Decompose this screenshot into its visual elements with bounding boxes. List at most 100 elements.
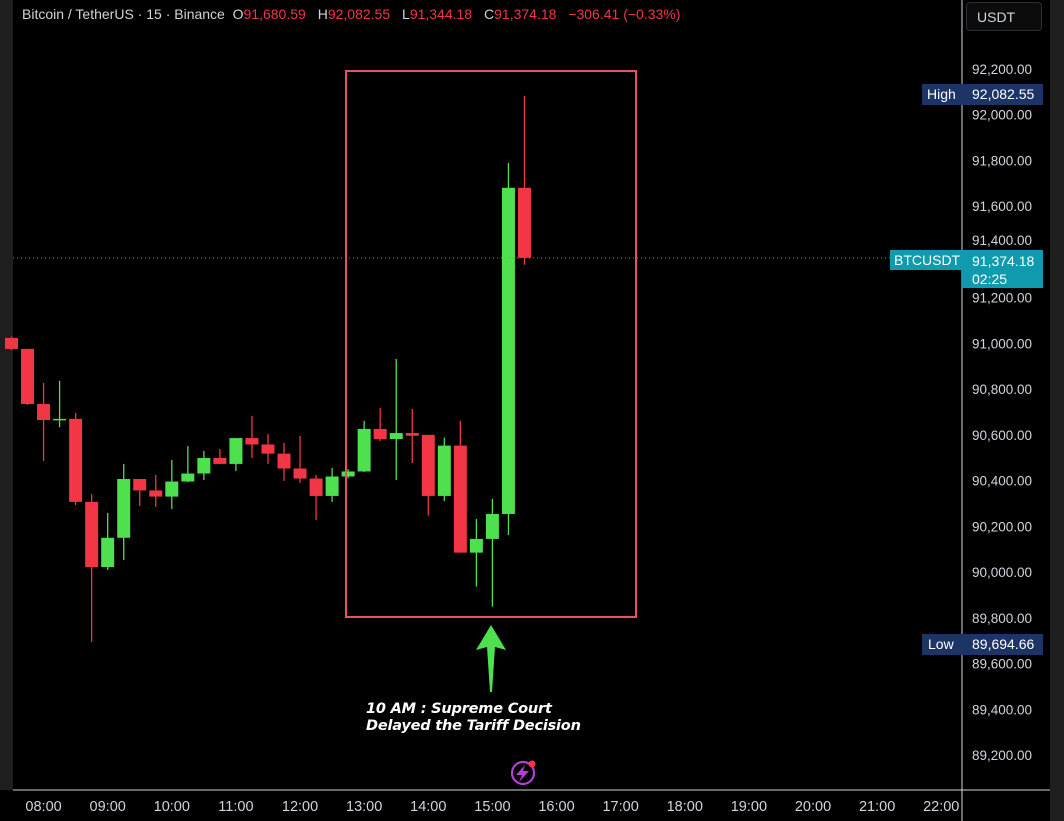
high-value: 92,082.55 <box>327 6 391 22</box>
candle-body <box>501 187 515 514</box>
high-label: High <box>927 86 956 102</box>
price-tick-label: 89,800.00 <box>972 611 1032 626</box>
price-tick-label: 89,400.00 <box>972 702 1032 717</box>
price-tick-label: 91,800.00 <box>972 153 1032 168</box>
symbol-label: BTCUSDT <box>894 252 961 268</box>
time-tick-label: 14:00 <box>410 799 446 815</box>
candle-15:30[interactable] <box>517 95 531 265</box>
candle-11:30[interactable] <box>261 433 275 464</box>
time-tick-label: 18:00 <box>667 799 703 815</box>
candle-body <box>261 444 275 454</box>
candle-body <box>85 501 99 568</box>
last-price-value: 91,374.18 <box>972 253 1034 269</box>
time-tick-label: 12:00 <box>282 799 318 815</box>
annotation-line-1: 10 AM : Supreme Court <box>366 701 552 717</box>
currency-button[interactable]: USDT <box>966 2 1042 31</box>
candle-13:15[interactable] <box>373 407 387 442</box>
candle-08:15[interactable] <box>53 380 67 428</box>
symbol-title[interactable]: Bitcoin / TetherUS · 15 · Binance <box>22 6 225 22</box>
candle-body <box>405 433 419 436</box>
time-tick-label: 16:00 <box>538 799 574 815</box>
candle-body <box>389 433 403 439</box>
change-value: −306.41 (−0.33%) <box>568 6 681 22</box>
arrow-up-icon <box>476 625 506 692</box>
candle-body <box>357 428 371 472</box>
time-tick-label: 08:00 <box>25 799 61 815</box>
candle-11:00[interactable] <box>229 438 243 472</box>
candle-14:30[interactable] <box>453 420 467 553</box>
candle-12:00[interactable] <box>293 436 307 483</box>
candle-08:00[interactable] <box>37 382 51 461</box>
candle-07:30[interactable] <box>5 336 18 351</box>
low-label: L <box>402 6 410 22</box>
candle-15:00[interactable] <box>485 498 499 607</box>
candle-11:15[interactable] <box>245 415 259 458</box>
candle-body <box>245 438 259 445</box>
lightning-event-icon[interactable] <box>510 760 536 786</box>
candle-07:45[interactable] <box>21 348 35 405</box>
candle-body <box>21 348 35 405</box>
candle-body <box>421 434 435 496</box>
price-tick-label: 90,200.00 <box>972 519 1032 534</box>
candle-10:00[interactable] <box>165 460 179 509</box>
bar-countdown: 02:25 <box>972 271 1007 287</box>
time-tick-label: 13:00 <box>346 799 382 815</box>
highlight-rectangle[interactable] <box>345 70 637 618</box>
candle-body <box>149 490 163 497</box>
price-tick-label: 91,200.00 <box>972 291 1032 306</box>
time-tick-label: 15:00 <box>474 799 510 815</box>
candle-09:15[interactable] <box>117 463 131 560</box>
close-value: 91,374.18 <box>494 6 557 22</box>
candle-12:30[interactable] <box>325 468 339 502</box>
price-tick-label: 89,600.00 <box>972 657 1032 672</box>
price-axis[interactable]: 92,200.00 92,000.00 91,800.00 91,600.00 91,4… <box>972 62 1032 763</box>
candle-body <box>293 468 307 479</box>
candle-body <box>181 473 195 482</box>
candle-09:30[interactable] <box>133 479 147 506</box>
candle-body <box>469 538 483 553</box>
candle-13:30[interactable] <box>389 358 403 480</box>
price-tick-label: 90,600.00 <box>972 428 1032 443</box>
candle-08:45[interactable] <box>85 494 99 642</box>
candle-15:15[interactable] <box>501 162 515 536</box>
time-tick-label: 21:00 <box>859 799 895 815</box>
candle-body <box>373 428 387 439</box>
candles-layer <box>5 95 531 642</box>
candle-08:30[interactable] <box>69 412 83 506</box>
candle-12:45[interactable] <box>341 469 355 479</box>
time-tick-label: 10:00 <box>154 799 190 815</box>
candle-13:45[interactable] <box>405 409 419 463</box>
candle-09:00[interactable] <box>101 513 115 571</box>
candle-body <box>453 445 467 553</box>
open-label: O <box>232 6 244 22</box>
candle-body <box>117 479 131 538</box>
candle-14:45[interactable] <box>469 519 483 587</box>
candle-body <box>485 513 499 539</box>
candle-body <box>517 187 531 258</box>
candle-10:30[interactable] <box>197 450 211 480</box>
price-tick-label: 90,000.00 <box>972 565 1032 580</box>
candle-12:15[interactable] <box>309 474 323 520</box>
candle-body <box>101 537 115 568</box>
candle-11:45[interactable] <box>277 442 291 481</box>
price-tick-label: 92,000.00 <box>972 108 1032 123</box>
annotation-text[interactable]: 10 AM : Supreme Court Delayed the Tariff… <box>366 701 581 735</box>
candle-14:00[interactable] <box>421 434 435 516</box>
price-tick-label: 91,000.00 <box>972 336 1032 351</box>
candle-10:45[interactable] <box>213 449 227 464</box>
candle-09:45[interactable] <box>149 474 163 507</box>
candle-13:00[interactable] <box>357 420 371 472</box>
candle-body <box>309 478 323 496</box>
last-price-marker: BTCUSDT 91,374.18 02:25 <box>890 250 1043 288</box>
candle-10:15[interactable] <box>181 446 195 482</box>
low-value: 89,694.66 <box>972 636 1034 652</box>
price-tick-label: 90,400.00 <box>972 474 1032 489</box>
price-tick-label: 91,600.00 <box>972 199 1032 214</box>
annotation-line-2: Delayed the Tariff Decision <box>366 718 581 734</box>
candle-14:15[interactable] <box>437 437 451 501</box>
low-label: Low <box>928 636 955 652</box>
high-label: H <box>317 6 328 22</box>
candle-body <box>69 418 83 502</box>
time-axis[interactable]: 08:00 09:00 10:00 11:00 12:00 13:00 14:00 15:00… <box>25 799 959 815</box>
